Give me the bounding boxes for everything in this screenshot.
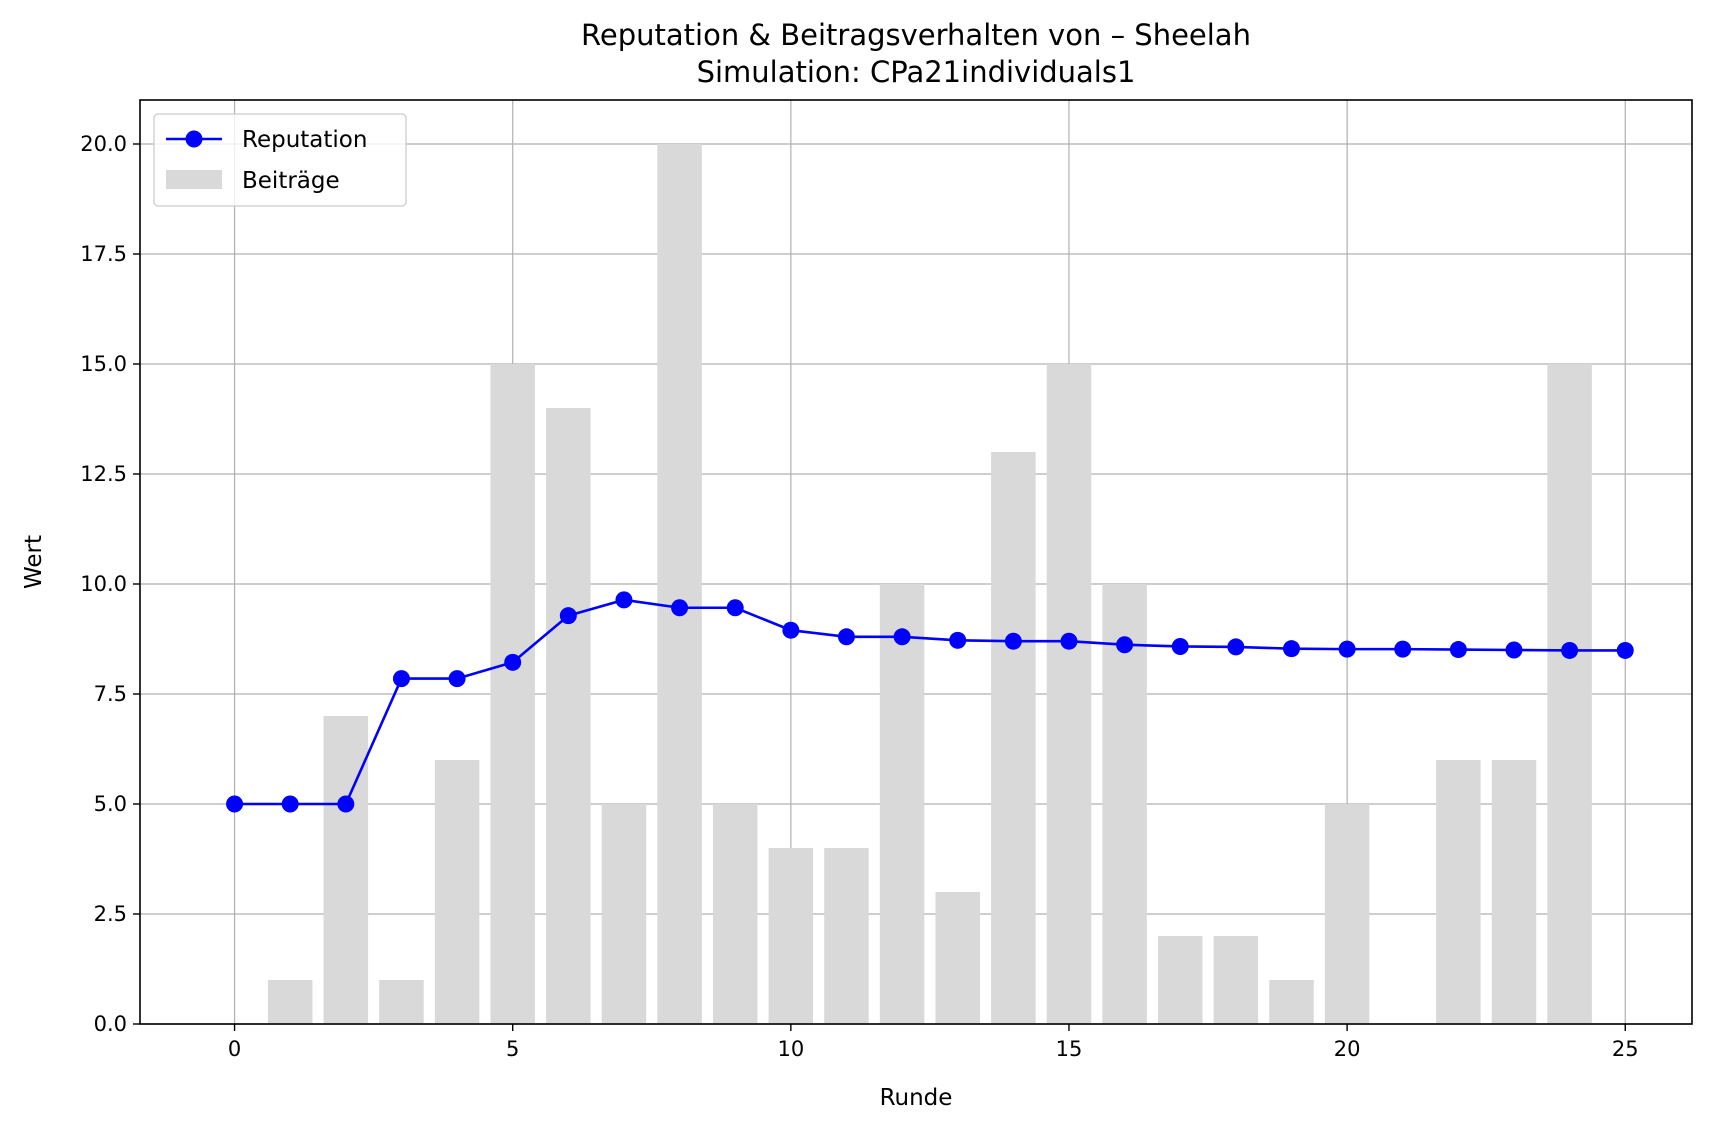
reputation-point xyxy=(448,670,466,688)
bar-beitraege xyxy=(1269,980,1314,1024)
reputation-point xyxy=(837,628,855,646)
reputation-point xyxy=(893,628,911,646)
reputation-point xyxy=(615,591,633,609)
ticks: 0 5 10 15 20 25 0.0 2.5 5.0 7.5 10.0 12.5 15.0 17.5 20… xyxy=(80,132,1638,1061)
x-tick-label: 15 xyxy=(1056,1037,1083,1061)
reputation-point xyxy=(1060,632,1078,650)
reputation-point xyxy=(392,670,410,688)
bar-beitraege xyxy=(1324,804,1370,1024)
reputation-point xyxy=(726,599,744,617)
y-tick-label: 17.5 xyxy=(80,242,127,266)
bar-beitraege xyxy=(379,980,424,1024)
x-tick-label: 10 xyxy=(777,1037,804,1061)
y-tick-label: 12.5 xyxy=(80,462,127,486)
bar-beitraege xyxy=(1046,364,1092,1024)
reputation-point xyxy=(782,621,800,639)
reputation-point xyxy=(671,599,689,617)
reputation-point xyxy=(337,795,355,813)
plot-frame xyxy=(139,99,1693,1025)
y-tick-label: 5.0 xyxy=(94,792,127,816)
bars xyxy=(267,144,1592,1024)
reputation-line-group xyxy=(226,591,1634,813)
reputation-point xyxy=(1004,632,1022,650)
reputation-line xyxy=(234,598,1626,806)
reputation-point xyxy=(949,631,967,649)
legend-bar-swatch xyxy=(166,170,222,189)
legend-label-reputation: Reputation xyxy=(242,127,367,153)
bar-beitraege xyxy=(1213,936,1259,1024)
bar-beitraege xyxy=(490,364,535,1024)
bar-beitraege xyxy=(546,408,591,1024)
x-tick-label: 20 xyxy=(1334,1037,1361,1061)
y-tick-label: 2.5 xyxy=(94,902,127,926)
bar-beitraege xyxy=(601,804,647,1024)
legend-label-beitraege: Beiträge xyxy=(242,168,340,194)
y-tick-label: 20.0 xyxy=(80,132,127,156)
reputation-point xyxy=(1505,641,1523,659)
bar-beitraege xyxy=(267,980,313,1024)
reputation-point xyxy=(1449,641,1467,659)
reputation-point xyxy=(281,795,299,813)
bar-beitraege xyxy=(879,584,925,1024)
x-tick-label: 5 xyxy=(506,1037,519,1061)
reputation-point xyxy=(1227,638,1245,656)
x-axis-label: Runde xyxy=(880,1085,953,1111)
reputation-point xyxy=(1282,640,1300,658)
axes xyxy=(139,99,1693,1025)
bar-beitraege xyxy=(1102,584,1147,1024)
bar-beitraege xyxy=(1157,936,1203,1024)
y-tick-label: 7.5 xyxy=(94,682,127,706)
bar-beitraege xyxy=(434,760,480,1024)
bar-beitraege xyxy=(991,452,1036,1024)
reputation-point xyxy=(226,795,244,813)
x-tick-label: 0 xyxy=(228,1037,241,1061)
reputation-point xyxy=(1338,640,1356,658)
y-axis-label: Wert xyxy=(21,535,47,589)
reputation-point xyxy=(1116,636,1134,654)
y-tick-label: 15.0 xyxy=(80,352,127,376)
chart-subtitle: Simulation: CPa21individuals1 xyxy=(697,55,1136,89)
bar-beitraege xyxy=(1436,760,1481,1024)
reputation-point xyxy=(504,653,522,671)
bar-beitraege xyxy=(323,716,369,1024)
legend: Reputation Beiträge xyxy=(153,113,407,207)
bar-beitraege xyxy=(768,848,814,1024)
y-tick-label: 0.0 xyxy=(94,1012,127,1036)
y-tick-label: 10.0 xyxy=(80,572,127,596)
legend-marker xyxy=(185,130,203,148)
bar-beitraege xyxy=(824,848,869,1024)
reputation-point xyxy=(1394,640,1412,658)
reputation-point xyxy=(1171,637,1189,655)
reputation-point xyxy=(1561,641,1579,659)
bar-beitraege xyxy=(712,804,758,1024)
chart-title: Reputation & Beitragsverhalten von – She… xyxy=(581,18,1251,52)
bar-beitraege xyxy=(1547,364,1592,1024)
bar-beitraege xyxy=(657,144,702,1024)
x-tick-label: 25 xyxy=(1612,1037,1639,1061)
bar-beitraege xyxy=(1491,760,1537,1024)
reputation-point xyxy=(559,607,577,625)
bar-beitraege xyxy=(935,892,980,1024)
reputation-point xyxy=(1616,641,1634,659)
